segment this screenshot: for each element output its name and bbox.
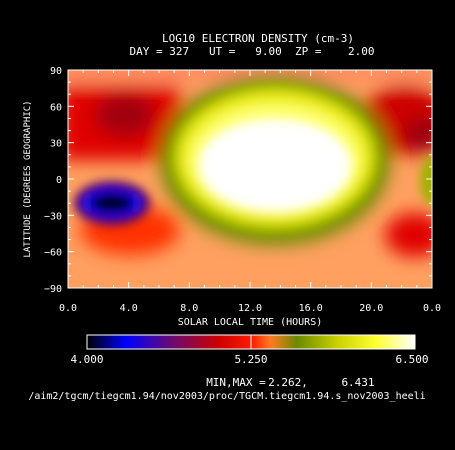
heatmap-green-right-edge [420,155,432,205]
heatmap-dark-red-right [405,117,432,153]
x-axis-label: SOLAR LOCAL TIME (HOURS) [178,317,323,328]
minmax-max-value: 6.431 [341,376,374,389]
axis-ticks [67,69,433,289]
heatmap-white-core [200,120,350,210]
y-tick-label: 60 [50,102,62,113]
y-tick-label: −60 [44,248,62,259]
x-tick-label: 12.0 [238,303,262,314]
y-tick-label: 90 [50,66,62,77]
y-tick-label: 30 [50,139,62,150]
heatmap-dark-red-left [95,93,155,137]
x-tick-label: 16.0 [299,303,323,314]
x-tick-label: 0.0 [59,303,77,314]
x-tick-label: 4.0 [120,303,138,314]
chart-subtitle: DAY = 327 UT = 9.00 ZP = 2.00 [129,45,374,58]
x-tick-labels: 0.0 4.0 8.0 12.0 16.0 20.0 0.0 [59,303,441,314]
y-tick-label: 0 [56,175,62,186]
minmax-label: MIN,MAX = [206,376,266,389]
colorbar-tick-label: 4.000 [70,353,103,366]
chart-title: LOG10 ELECTRON DENSITY (cm-3) [162,32,354,45]
source-file-path: /aim2/tgcm/tiegcm1.94/nov2003/proc/TGCM.… [28,391,425,402]
x-tick-label: 8.0 [180,303,198,314]
colorbar-tick-label: 6.500 [395,353,428,366]
y-tick-label: −90 [44,284,62,295]
y-axis-label: LATITUDE (DEGREES GEOGRAPHIC) [23,100,33,257]
minmax-min-value: 2.262, [268,376,308,389]
colorbar-tick-label: 5.250 [234,353,267,366]
y-tick-labels: 90 60 30 0 −30 −60 −90 [44,66,62,295]
heatmap-min-black [90,193,134,213]
y-tick-label: −30 [44,211,62,222]
x-tick-label: 20.0 [359,303,383,314]
x-tick-label: 0.0 [423,303,441,314]
heatmap-field [68,70,432,288]
heatmap-red-right-south [385,213,432,257]
